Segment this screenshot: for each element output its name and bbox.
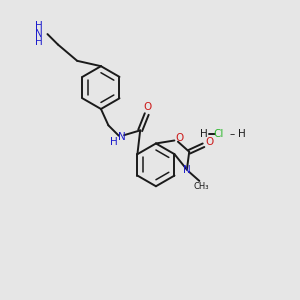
Text: O: O [176, 133, 184, 143]
Text: –: – [229, 129, 234, 139]
Text: O: O [205, 137, 214, 147]
Text: Cl: Cl [214, 129, 224, 139]
Text: CH₃: CH₃ [193, 182, 208, 191]
Text: H: H [35, 38, 43, 47]
Text: H: H [238, 129, 245, 139]
Text: H: H [200, 129, 208, 139]
Text: O: O [143, 103, 152, 112]
Text: H: H [35, 21, 43, 31]
Text: N: N [118, 132, 126, 142]
Text: N: N [183, 165, 191, 175]
Text: H: H [110, 137, 118, 147]
Text: N: N [35, 29, 43, 39]
